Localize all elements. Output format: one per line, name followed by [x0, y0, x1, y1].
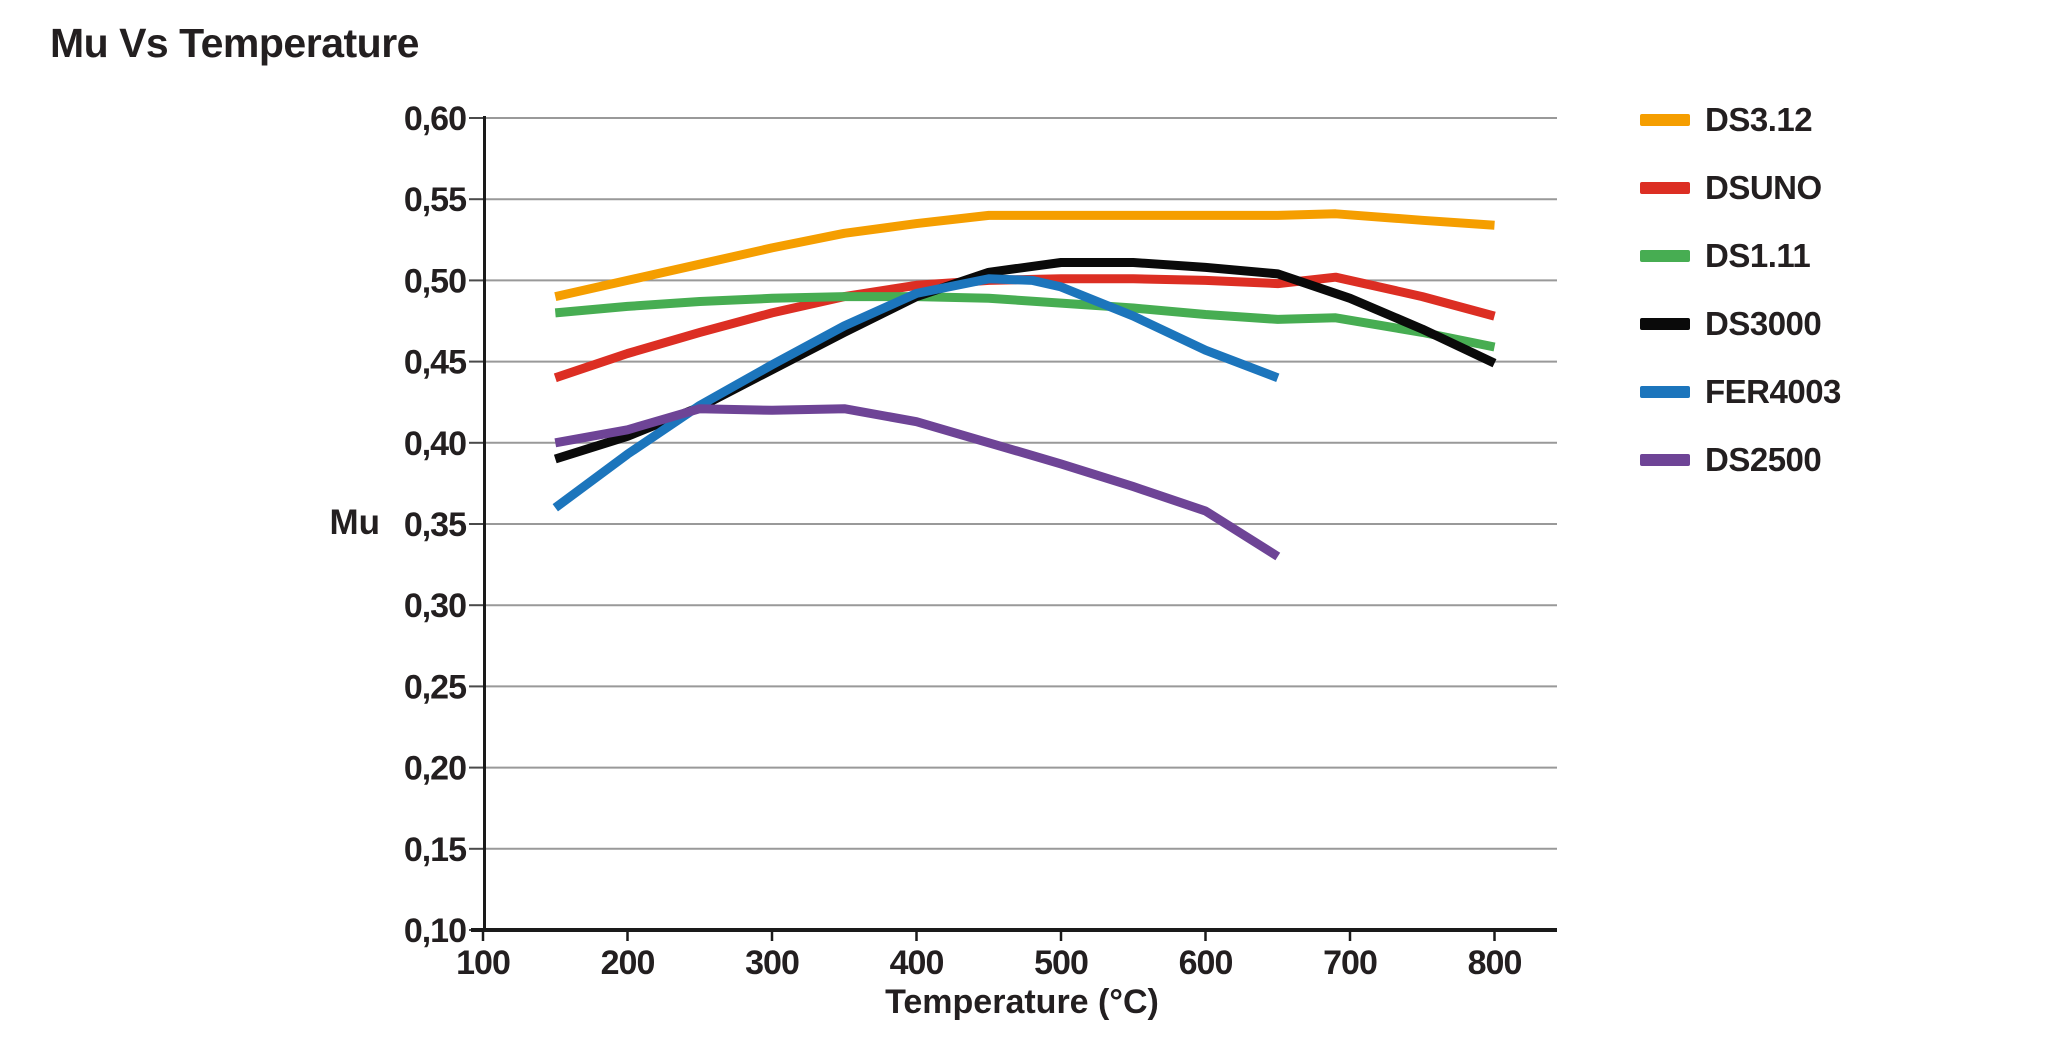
y-tick-label: 0,35: [404, 506, 466, 544]
series-line-ds1-11: [554, 292, 1496, 352]
x-tick-label: 500: [1034, 944, 1088, 982]
x-axis-label: Temperature (°C): [885, 983, 1159, 1021]
legend-swatch-ds3000: [1640, 318, 1690, 330]
x-tick-label: 400: [890, 944, 944, 982]
y-tick-label: 0,45: [404, 344, 466, 382]
y-tick-label: 0,40: [404, 425, 466, 463]
x-tick-label: 600: [1179, 944, 1233, 982]
y-tick-label: 0,10: [404, 912, 466, 950]
legend-label: FER4003: [1705, 373, 1841, 410]
x-tick-label: 100: [456, 944, 510, 982]
y-tick-label: 0,55: [404, 181, 466, 219]
legend-item-ds1-11: DS1.11: [1640, 236, 1811, 276]
y-tick-label: 0,60: [404, 100, 466, 138]
legend-swatch-ds3-12: [1640, 114, 1690, 126]
x-tick-label: 800: [1468, 944, 1522, 982]
legend-label: DS3000: [1705, 305, 1822, 342]
y-tick-label: 0,25: [404, 668, 466, 706]
y-tick-label: 0,30: [404, 587, 466, 625]
x-tick-label: 700: [1323, 944, 1377, 982]
legend-item-ds3000: DS3000: [1640, 304, 1822, 344]
legend-item-fer4003: FER4003: [1640, 372, 1841, 412]
legend-label: DSUNO: [1705, 169, 1822, 206]
legend-label: DS3.12: [1705, 101, 1813, 138]
y-tick-label: 0,15: [404, 831, 466, 869]
y-tick-label: 0,50: [404, 262, 466, 300]
series-line-ds2500: [554, 404, 1281, 561]
legend-swatch-dsuno: [1640, 182, 1690, 194]
x-tick-label: 200: [601, 944, 655, 982]
legend-swatch-ds1-11: [1640, 250, 1690, 262]
legend-swatch-fer4003: [1640, 386, 1690, 398]
legend-label: DS1.11: [1705, 237, 1811, 274]
legend-swatch-ds2500: [1640, 454, 1690, 466]
legend-item-dsuno: DSUNO: [1640, 168, 1822, 208]
series-line-ds3-12: [554, 209, 1495, 301]
series-line-dsuno: [553, 272, 1496, 383]
legend-item-ds2500: DS2500: [1640, 440, 1822, 480]
y-axis-label: Mu: [329, 503, 380, 542]
legend-item-ds3-12: DS3.12: [1640, 100, 1813, 140]
y-tick-label: 0,20: [404, 750, 466, 788]
chart-title: Mu Vs Temperature: [50, 20, 419, 66]
x-tick-label: 300: [745, 944, 799, 982]
legend-label: DS2500: [1705, 441, 1822, 478]
